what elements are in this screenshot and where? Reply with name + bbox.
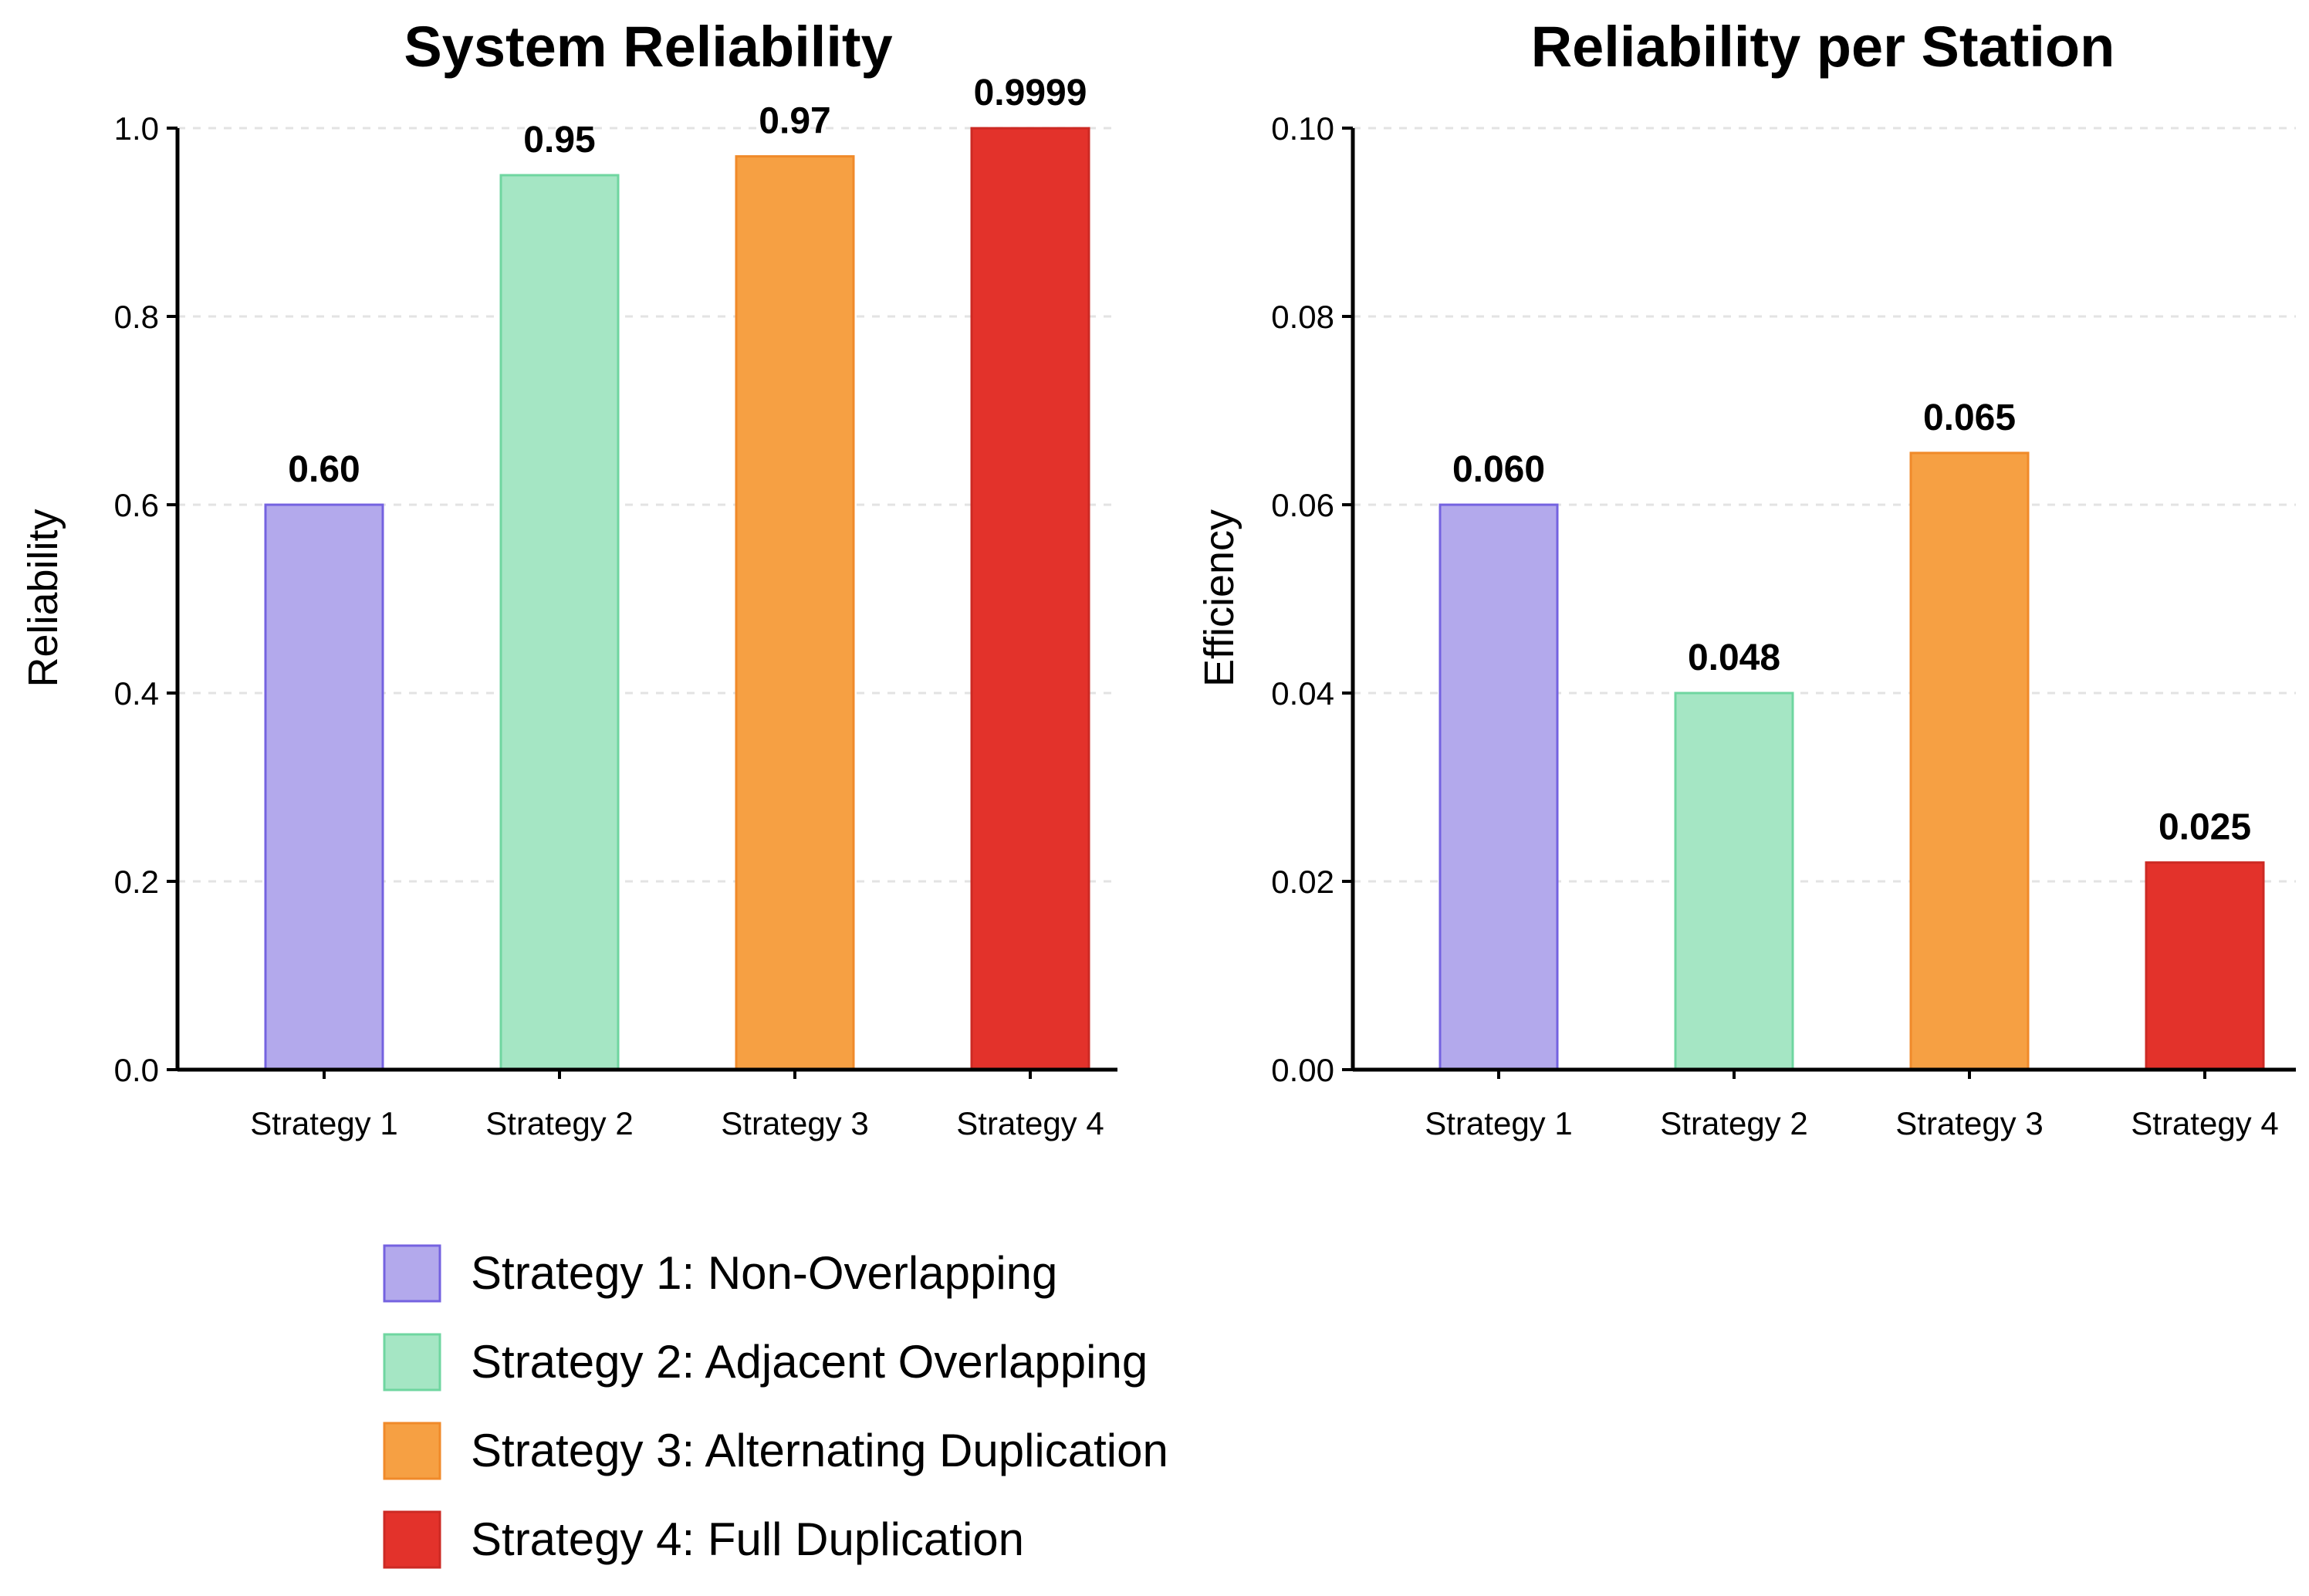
legend-item: Strategy 4: Full Duplication bbox=[383, 1510, 1024, 1569]
x-tick-label: Strategy 3 bbox=[1895, 1105, 2043, 1141]
data-label: 0.025 bbox=[2159, 807, 2251, 848]
x-tick-label: Strategy 3 bbox=[721, 1105, 868, 1141]
x-tick-label: Strategy 4 bbox=[2131, 1105, 2278, 1141]
chart-reliability-per-station: Reliability per Station Efficiency 0.060… bbox=[1196, 15, 2296, 1141]
data-label: 0.048 bbox=[1688, 637, 1780, 678]
bar bbox=[735, 155, 855, 1071]
y-tick-label: 0.04 bbox=[1271, 675, 1334, 712]
x-tick-label: Strategy 2 bbox=[1660, 1105, 1807, 1141]
x-tick-label: Strategy 1 bbox=[1425, 1105, 1572, 1141]
data-label: 0.60 bbox=[288, 449, 360, 490]
y-axis-label: Reliability bbox=[20, 509, 66, 687]
bar bbox=[970, 127, 1090, 1071]
y-tick-label: 0.00 bbox=[1271, 1052, 1334, 1088]
bar bbox=[2145, 861, 2265, 1071]
x-tick-label: Strategy 1 bbox=[250, 1105, 397, 1141]
y-tick-label: 0.4 bbox=[114, 675, 159, 712]
legend-label: Strategy 2: Adjacent Overlapping bbox=[471, 1336, 1148, 1388]
data-label: 0.95 bbox=[523, 120, 595, 161]
y-tick-label: 0.08 bbox=[1271, 299, 1334, 335]
y-tick-label: 1.0 bbox=[114, 110, 159, 147]
y-tick-label: 0.06 bbox=[1271, 487, 1334, 523]
legend-item: Strategy 1: Non-Overlapping bbox=[383, 1244, 1057, 1303]
bar bbox=[499, 174, 620, 1071]
legend-label: Strategy 4: Full Duplication bbox=[471, 1513, 1024, 1565]
x-tick-label: Strategy 4 bbox=[956, 1105, 1104, 1141]
data-label: 0.060 bbox=[1452, 449, 1545, 490]
y-tick-label: 0.10 bbox=[1271, 110, 1334, 147]
data-label: 0.97 bbox=[759, 101, 830, 142]
x-tick-label: Strategy 2 bbox=[485, 1105, 633, 1141]
legend-label: Strategy 3: Alternating Duplication bbox=[471, 1425, 1168, 1476]
legend-swatch bbox=[383, 1510, 441, 1569]
chart-system-reliability: System Reliability Reliability 0.60 0.95 0… bbox=[20, 15, 1117, 1141]
data-label: 0.065 bbox=[1923, 397, 2016, 438]
legend-item: Strategy 3: Alternating Duplication bbox=[383, 1422, 1168, 1480]
legend-swatch bbox=[383, 1333, 441, 1391]
data-label: 0.9999 bbox=[974, 73, 1087, 113]
legend: Strategy 1: Non-Overlapping Strategy 2: … bbox=[383, 1244, 1168, 1569]
legend-swatch bbox=[383, 1244, 441, 1303]
legend-item: Strategy 2: Adjacent Overlapping bbox=[383, 1333, 1148, 1391]
bar bbox=[264, 503, 384, 1071]
bar bbox=[1909, 451, 2030, 1071]
legend-swatch bbox=[383, 1422, 441, 1480]
bar bbox=[1674, 691, 1794, 1071]
y-axis-label: Efficiency bbox=[1196, 509, 1242, 687]
y-tick-label: 0.02 bbox=[1271, 864, 1334, 900]
y-tick-label: 0.2 bbox=[114, 864, 159, 900]
y-tick-label: 0.0 bbox=[114, 1052, 159, 1088]
chart-title: System Reliability bbox=[404, 15, 892, 79]
bar bbox=[1438, 503, 1559, 1071]
chart-title: Reliability per Station bbox=[1531, 15, 2115, 79]
y-tick-label: 0.8 bbox=[114, 299, 159, 335]
legend-label: Strategy 1: Non-Overlapping bbox=[471, 1247, 1057, 1299]
y-tick-label: 0.6 bbox=[114, 487, 159, 523]
